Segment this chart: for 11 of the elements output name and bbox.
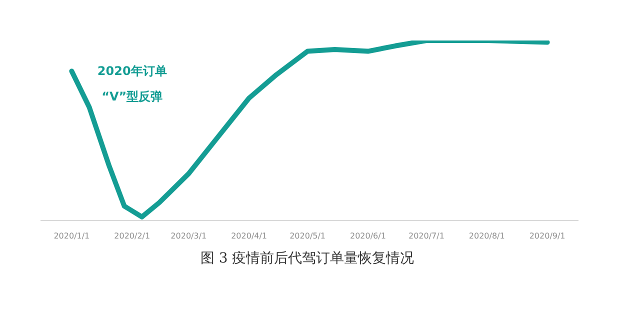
x-tick-label: 2020/2/1 <box>114 232 150 240</box>
x-tick-label: 2020/1/1 <box>54 232 90 240</box>
x-tick-label: 2020/9/1 <box>529 232 566 240</box>
x-tick-label: 2020/5/1 <box>290 232 326 240</box>
x-tick-label: 2020/8/1 <box>468 232 505 240</box>
caption: 图 3 疫情前后代驾订单量恢复情况 <box>200 250 414 266</box>
x-tick-label: 2020/3/1 <box>170 232 207 240</box>
x-tick-label: 2020/6/1 <box>350 232 386 240</box>
x-tick-label: 2020/7/1 <box>408 232 444 240</box>
annotation: 2020年订单 “V”型反弹 <box>97 64 167 104</box>
x-tick-label: 2020/4/1 <box>231 232 268 240</box>
